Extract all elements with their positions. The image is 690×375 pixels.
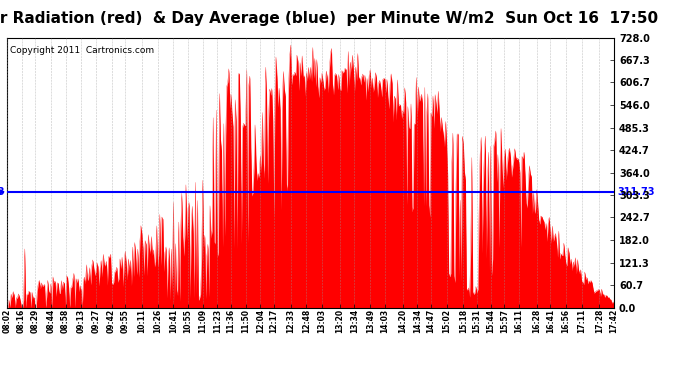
Text: 311.73: 311.73 <box>618 187 655 197</box>
Text: Solar Radiation (red)  & Day Average (blue)  per Minute W/m2  Sun Oct 16  17:50: Solar Radiation (red) & Day Average (blu… <box>0 11 658 26</box>
Text: 311.73: 311.73 <box>0 187 5 197</box>
Text: Copyright 2011  Cartronics.com: Copyright 2011 Cartronics.com <box>10 46 154 55</box>
